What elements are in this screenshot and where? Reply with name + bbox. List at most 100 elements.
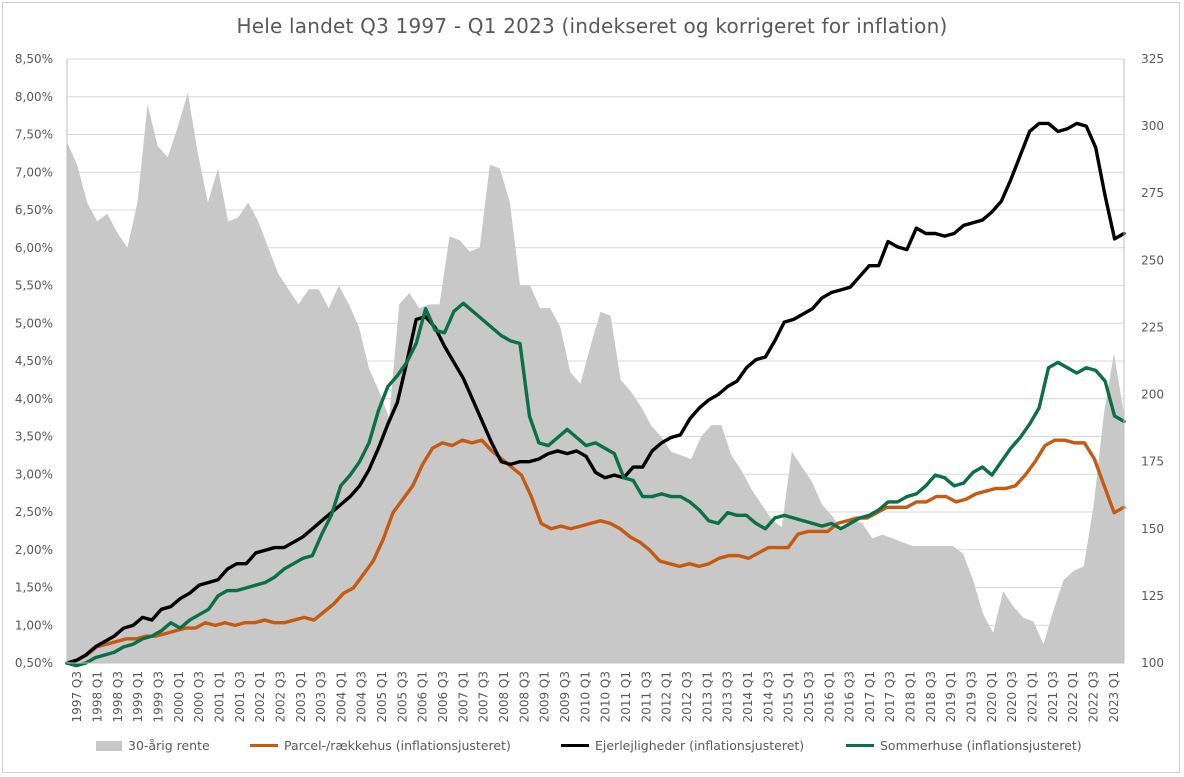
x-tick-label: 2011 Q3 (639, 671, 653, 722)
x-tick-label: 2010 Q1 (578, 671, 592, 722)
x-tick-label: 2008 Q3 (517, 671, 531, 722)
x-tick-label: 2005 Q1 (375, 671, 389, 722)
y-right-tick-label: 125 (1141, 589, 1164, 603)
y-left-tick-label: 2,00% (15, 543, 53, 557)
y-left-tick-label: 0,50% (15, 656, 53, 670)
x-tick-label: 2012 Q1 (660, 671, 674, 722)
x-tick-label: 2017 Q3 (883, 671, 897, 722)
x-tick-label: 2009 Q1 (538, 671, 552, 722)
y-right-tick-label: 275 (1141, 186, 1164, 200)
x-tick-label: 2018 Q1 (904, 671, 918, 722)
y-right-tick-label: 200 (1141, 388, 1164, 402)
x-tick-label: 2015 Q3 (802, 671, 816, 722)
y-left-tick-label: 4,50% (15, 354, 53, 368)
x-tick-label: 2022 Q3 (1087, 671, 1101, 722)
x-tick-label: 2021 Q3 (1046, 671, 1060, 722)
area-layer (67, 92, 1124, 664)
x-tick-label: 2017 Q1 (863, 671, 877, 722)
series-line-1 (65, 438, 1126, 665)
x-tick-label: 2001 Q1 (212, 671, 226, 722)
x-tick-label: 1999 Q1 (131, 671, 145, 722)
legend-swatch-rente (96, 740, 122, 751)
x-tick-label: 2007 Q1 (456, 671, 470, 722)
x-tick-label: 2001 Q3 (233, 671, 247, 722)
legend-item-rente: 30-årig rente (96, 738, 210, 753)
legend-swatch-ejer (561, 744, 589, 747)
y-right-tick-label: 300 (1141, 119, 1164, 133)
x-tick-label: 2009 Q3 (558, 671, 572, 722)
legend-item-parcel: Parcel-/rækkehus (inflationsjusteret) (250, 738, 511, 753)
x-axis-labels: 1997 Q3 1998 Q1 1998 Q3 1999 Q1 1999 Q3 2000 … (70, 671, 1121, 722)
y-left-tick-label: 2,50% (15, 505, 53, 519)
x-tick-label: 2004 Q3 (355, 671, 369, 722)
y-left-tick-label: 5,00% (15, 316, 53, 330)
y-left-tick-label: 7,00% (15, 165, 53, 179)
y-right-tick-label: 250 (1141, 253, 1164, 267)
chart-title: Hele landet Q3 1997 - Q1 2023 (indeksere… (236, 14, 948, 38)
x-tick-label: 1999 Q3 (151, 671, 165, 722)
y-right-tick-label: 150 (1141, 522, 1164, 536)
y-right-tick-label: 325 (1141, 52, 1164, 66)
series-area-rente (67, 92, 1124, 664)
x-tick-label: 2022 Q1 (1066, 671, 1080, 722)
y-axis-right-labels: 100 125 150 175 200 225 250 275 300 325 (1141, 52, 1164, 670)
legend-label-rente: 30-årig rente (128, 738, 210, 753)
y-left-tick-label: 7,50% (15, 128, 53, 142)
x-tick-label: 2019 Q3 (965, 671, 979, 722)
x-tick-label: 2006 Q1 (416, 671, 430, 722)
y-left-tick-label: 4,00% (15, 392, 53, 406)
x-tick-label: 2000 Q1 (172, 671, 186, 722)
series-line-3 (65, 301, 1126, 668)
legend: 30-årig rente Parcel-/rækkehus (inflatio… (0, 738, 1184, 758)
x-tick-label: 2010 Q3 (599, 671, 613, 722)
y-right-tick-label: 100 (1141, 656, 1164, 670)
x-tick-label: 2008 Q1 (497, 671, 511, 722)
y-left-tick-label: 6,50% (15, 203, 53, 217)
legend-label-ejer: Ejerlejligheder (inflationsjusteret) (595, 738, 805, 753)
x-tick-label: 1998 Q3 (111, 671, 125, 722)
x-tick-label: 2016 Q3 (843, 671, 857, 722)
x-tick-label: 2015 Q1 (782, 671, 796, 722)
x-tick-label: 2012 Q3 (680, 671, 694, 722)
legend-swatch-sommer (846, 744, 874, 747)
x-tick-label: 2013 Q3 (721, 671, 735, 722)
x-tick-label: 2014 Q3 (761, 671, 775, 722)
x-tick-label: 2003 Q3 (314, 671, 328, 722)
x-tick-label: 2005 Q3 (395, 671, 409, 722)
y-left-tick-label: 6,00% (15, 241, 53, 255)
x-tick-label: 2002 Q1 (253, 671, 267, 722)
x-tick-label: 2006 Q3 (436, 671, 450, 722)
x-tick-label: 2023 Q1 (1107, 671, 1121, 722)
axes (66, 59, 1125, 664)
series-line-2 (65, 121, 1126, 665)
legend-item-ejer: Ejerlejligheder (inflationsjusteret) (561, 738, 804, 753)
x-tick-label: 2003 Q1 (294, 671, 308, 722)
lines-layer (65, 121, 1126, 668)
y-axis-left-labels: 0,50% 1,00% 1,50% 2,00% 2,50% 3,00% 3,50% 4,00%… (15, 52, 53, 670)
x-tick-label: 2018 Q3 (924, 671, 938, 722)
y-right-tick-label: 175 (1141, 455, 1164, 469)
x-tick-label: 2021 Q1 (1026, 671, 1040, 722)
x-tick-label: 2016 Q1 (822, 671, 836, 722)
x-tick-label: 2020 Q3 (1005, 671, 1019, 722)
x-tick-label: 2019 Q1 (944, 671, 958, 722)
y-left-tick-label: 3,50% (15, 430, 53, 444)
x-tick-label: 2020 Q1 (985, 671, 999, 722)
x-tick-label: 2002 Q3 (273, 671, 287, 722)
y-right-tick-label: 225 (1141, 320, 1164, 334)
x-tick-label: 2007 Q3 (477, 671, 491, 722)
legend-label-sommer: Sommerhuse (inflationsjusteret) (880, 738, 1082, 753)
y-left-tick-label: 5,50% (15, 279, 53, 293)
x-tick-label: 1997 Q3 (70, 671, 84, 722)
legend-label-parcel: Parcel-/rækkehus (inflationsjusteret) (284, 738, 511, 753)
x-tick-label: 2013 Q1 (700, 671, 714, 722)
x-tick-label: 2011 Q1 (619, 671, 633, 722)
x-tick-label: 1998 Q1 (90, 671, 104, 722)
x-tick-label: 2000 Q3 (192, 671, 206, 722)
y-left-tick-label: 8,00% (15, 90, 53, 104)
x-tick-label: 2014 Q1 (741, 671, 755, 722)
x-tick-label: 2004 Q1 (334, 671, 348, 722)
legend-item-sommer: Sommerhuse (inflationsjusteret) (846, 738, 1082, 753)
y-left-tick-label: 1,00% (15, 618, 53, 632)
